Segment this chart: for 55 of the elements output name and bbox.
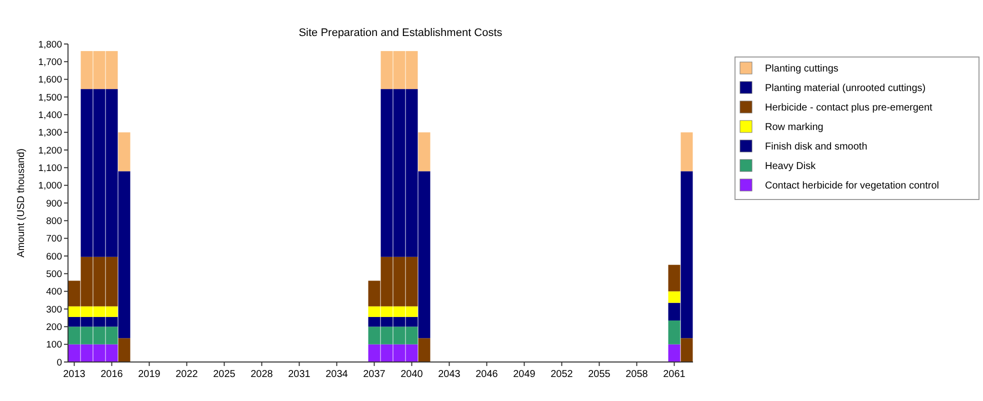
x-tick-label: 2061: [663, 369, 686, 380]
x-tick-label: 2037: [363, 369, 386, 380]
legend-label: Contact herbicide for vegetation control: [765, 180, 939, 192]
bar: [118, 338, 130, 362]
y-tick-label: 1,000: [38, 180, 62, 192]
x-tick-label: 2025: [213, 369, 236, 380]
legend-label: Planting cuttings: [765, 64, 838, 74]
x-tick-label: 2043: [438, 369, 461, 380]
x-tick-label: 2028: [250, 369, 274, 380]
y-tick-label: 1,100: [38, 162, 62, 174]
legend-label: Herbicide - contact plus pre-emergent: [765, 102, 933, 114]
x-tick-label: 2013: [63, 369, 86, 380]
y-tick-label: 1,500: [38, 92, 62, 104]
y-tick-label: 900: [46, 198, 62, 210]
x-tick-label: 2055: [588, 369, 611, 380]
bar: [668, 344, 680, 362]
legend-label: Heavy Disk: [765, 161, 817, 172]
bar: [118, 132, 130, 172]
y-tick-label: 500: [46, 268, 62, 280]
y-tick-label: 600: [46, 251, 62, 262]
x-tick-label: 2019: [138, 369, 161, 380]
y-tick-label: 1,600: [38, 74, 62, 86]
bar: [680, 338, 693, 362]
bar: [668, 320, 680, 344]
x-tick-label: 2049: [513, 369, 536, 380]
x-tick-label: 2052: [550, 369, 574, 380]
y-tick-label: 100: [46, 340, 62, 351]
x-tick-label: 2058: [626, 369, 648, 380]
x-tick-label: 2016: [100, 369, 124, 380]
bar: [418, 338, 430, 362]
y-tick-label: 200: [46, 322, 62, 333]
y-tick-label: 800: [46, 216, 62, 227]
y-tick-label: 1,700: [38, 56, 62, 68]
chart-title: Site Preparation and Establishment Costs: [298, 27, 503, 39]
y-tick-label: 400: [46, 286, 62, 298]
x-tick-label: 2040: [400, 369, 424, 380]
legend-label: Planting material (unrooted cuttings): [765, 83, 926, 94]
bar: [680, 132, 693, 172]
y-tick-label: 1,400: [38, 110, 62, 121]
legend-label: Finish disk and smooth: [765, 142, 868, 152]
x-tick-label: 2031: [288, 369, 311, 380]
y-axis-title: Amount (USD thousand): [16, 148, 27, 258]
bar: [418, 132, 430, 172]
y-tick-label: 0: [56, 357, 62, 368]
x-tick-label: 2022: [176, 369, 198, 380]
x-tick-label: 2046: [476, 369, 498, 380]
bar: [668, 264, 680, 292]
x-tick-label: 2034: [326, 369, 348, 380]
y-tick-label: 700: [46, 234, 62, 245]
y-tick-label: 1,200: [38, 145, 62, 156]
y-tick-label: 1,300: [38, 128, 62, 139]
y-tick-label: 1,800: [38, 39, 62, 50]
bar: [668, 291, 680, 303]
legend-label: Row marking: [765, 122, 824, 133]
y-tick-label: 300: [46, 304, 62, 316]
